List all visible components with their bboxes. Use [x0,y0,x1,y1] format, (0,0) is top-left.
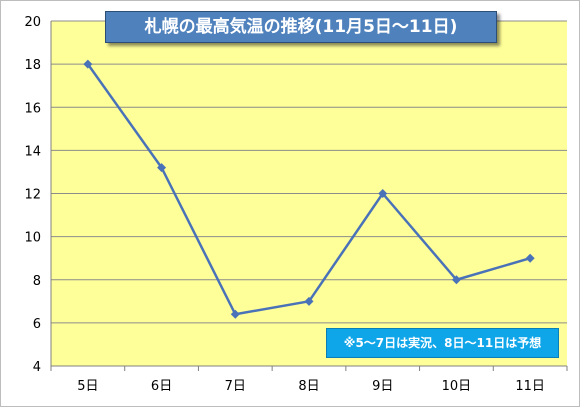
x-tick-label: 11日 [515,379,545,394]
y-tick-labels: 4 6 8 10 12 14 16 18 20 [24,15,41,375]
data-point [451,275,461,285]
x-tick-label: 6日 [151,379,172,394]
y-tick-label: 20 [24,15,41,30]
x-tick-label: 7日 [225,379,246,394]
x-tick-label: 8日 [298,379,319,394]
y-tick-label: 6 [33,317,41,332]
chart-title: 札幌の最高気温の推移(11月5日～11日) [105,11,497,43]
data-point [157,163,167,173]
y-tick-label: 16 [24,101,41,116]
data-points [83,59,535,319]
x-tick-labels: 5日 6日 7日 8日 9日 10日 11日 [77,379,545,394]
x-tick-label: 10日 [442,379,472,394]
x-tick-label: 9日 [372,379,393,394]
y-tick-label: 18 [24,58,41,73]
y-tick-label: 4 [33,360,41,375]
axes [50,21,568,371]
chart-annotation: ※5～7日は実況、8日～11日は予想 [326,328,559,358]
y-tick-label: 10 [24,231,41,246]
data-point [83,59,93,69]
y-tick-label: 8 [33,274,41,289]
data-point [378,189,388,198]
y-tick-label: 14 [24,144,41,159]
data-point [525,253,535,263]
x-tick-label: 5日 [77,379,98,394]
data-point [304,296,314,306]
y-tick-label: 12 [24,188,41,203]
data-point [230,309,240,319]
